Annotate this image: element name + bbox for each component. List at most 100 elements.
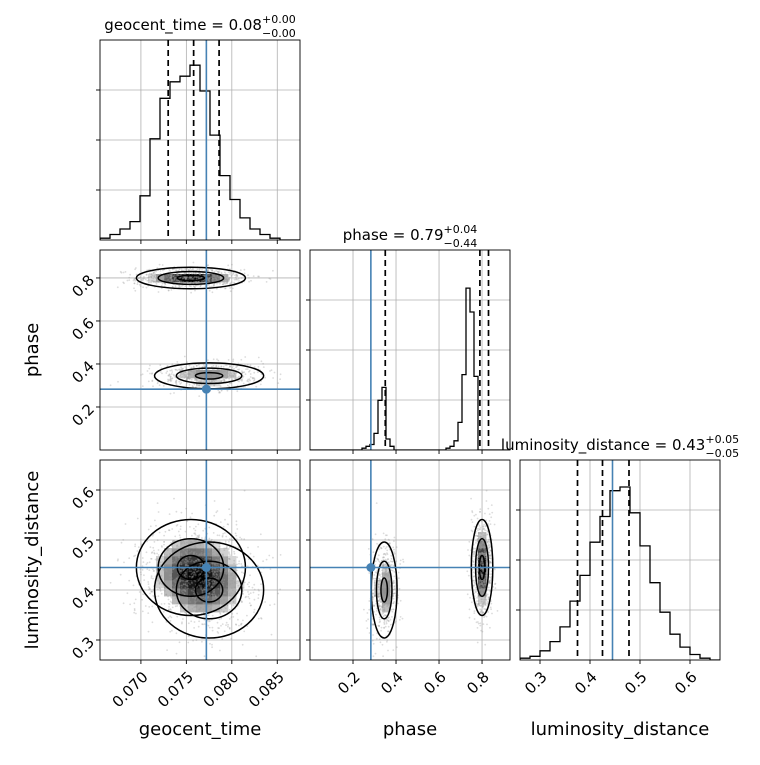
sample-point [383, 586, 386, 588]
sample-point [198, 600, 201, 603]
sample-point [378, 621, 381, 624]
contour-level [176, 274, 206, 282]
sample-point [480, 542, 483, 545]
sample-point [476, 627, 479, 629]
sample-point [388, 580, 390, 583]
sample-point [193, 561, 196, 564]
sample-point [479, 552, 482, 554]
sample-point [372, 655, 375, 658]
sample-point [372, 605, 375, 607]
sample-point [203, 586, 206, 589]
sample-point [207, 268, 210, 271]
sample-point [482, 561, 484, 564]
sample-point [237, 362, 240, 365]
sample-point [480, 546, 483, 549]
sample-point [195, 606, 198, 609]
sample-point [213, 554, 215, 557]
sample-point [367, 548, 370, 550]
sample-point [393, 592, 396, 595]
sample-point [207, 596, 209, 599]
sample-point [185, 384, 188, 386]
sample-point [253, 608, 256, 611]
sample-point [479, 547, 482, 550]
sample-point [197, 535, 200, 538]
sample-point [169, 392, 172, 395]
sample-point [475, 602, 478, 605]
sample-point [237, 546, 240, 549]
sample-point [197, 369, 200, 372]
sample-point [480, 604, 483, 607]
sample-point [175, 380, 178, 383]
sample-point [200, 586, 203, 589]
density-cell [204, 274, 213, 283]
sample-point [186, 377, 189, 380]
sample-point [224, 282, 227, 285]
sample-point [229, 597, 232, 600]
sample-point [216, 275, 219, 278]
sample-point [388, 591, 391, 594]
sample-point [489, 561, 492, 564]
tick-label-x: 0.070 [109, 668, 152, 711]
sample-point [394, 592, 396, 595]
tick-label-x: 0.075 [154, 668, 197, 711]
sample-point [383, 607, 386, 609]
sample-point [173, 578, 176, 581]
sample-point [208, 283, 211, 286]
sample-point [193, 532, 196, 535]
sample-point [184, 589, 186, 592]
sample-point [244, 596, 247, 599]
sample-point [167, 616, 170, 619]
sample-point [151, 621, 154, 624]
sample-point [170, 278, 173, 281]
sample-point [223, 578, 226, 581]
sample-point [472, 561, 475, 563]
density-cell [172, 596, 181, 605]
sample-point [226, 389, 229, 392]
sample-point [486, 602, 489, 605]
sample-point [486, 533, 489, 536]
sample-point [212, 573, 215, 575]
sample-point [471, 568, 474, 571]
sample-point [163, 534, 166, 537]
sample-point [223, 379, 226, 382]
sample-point [222, 378, 225, 381]
sample-point [185, 276, 187, 278]
sample-point [198, 536, 200, 539]
sample-point [384, 568, 387, 570]
sample-point [228, 577, 230, 580]
sample-point [206, 575, 209, 577]
sample-point [224, 271, 226, 274]
sample-point [231, 263, 233, 266]
sample-point [190, 366, 193, 369]
sample-point [164, 530, 167, 533]
sample-point [180, 561, 183, 564]
sample-point [216, 631, 219, 633]
sample-point [198, 272, 201, 275]
sample-point [402, 558, 404, 561]
sample-point [197, 625, 200, 628]
sample-point [231, 539, 234, 541]
sample-point [189, 547, 192, 549]
sample-point [213, 564, 216, 567]
sample-point [157, 579, 159, 582]
sample-point [198, 620, 201, 623]
sample-point [189, 542, 192, 545]
sample-point [184, 281, 186, 284]
sample-point [194, 286, 196, 288]
sample-point [480, 543, 482, 546]
sample-point [487, 545, 490, 547]
sample-point [378, 599, 380, 602]
sample-point [189, 609, 191, 612]
sample-point [392, 546, 395, 549]
sample-point [381, 584, 384, 587]
sample-point [197, 364, 200, 366]
density-cell [172, 540, 181, 549]
sample-point [152, 595, 155, 597]
sample-point [485, 564, 488, 567]
sample-point [393, 586, 396, 588]
sample-point [249, 604, 252, 607]
sample-point [207, 547, 210, 550]
sample-point [479, 543, 482, 546]
sample-point [388, 590, 391, 592]
sample-point [171, 562, 174, 564]
